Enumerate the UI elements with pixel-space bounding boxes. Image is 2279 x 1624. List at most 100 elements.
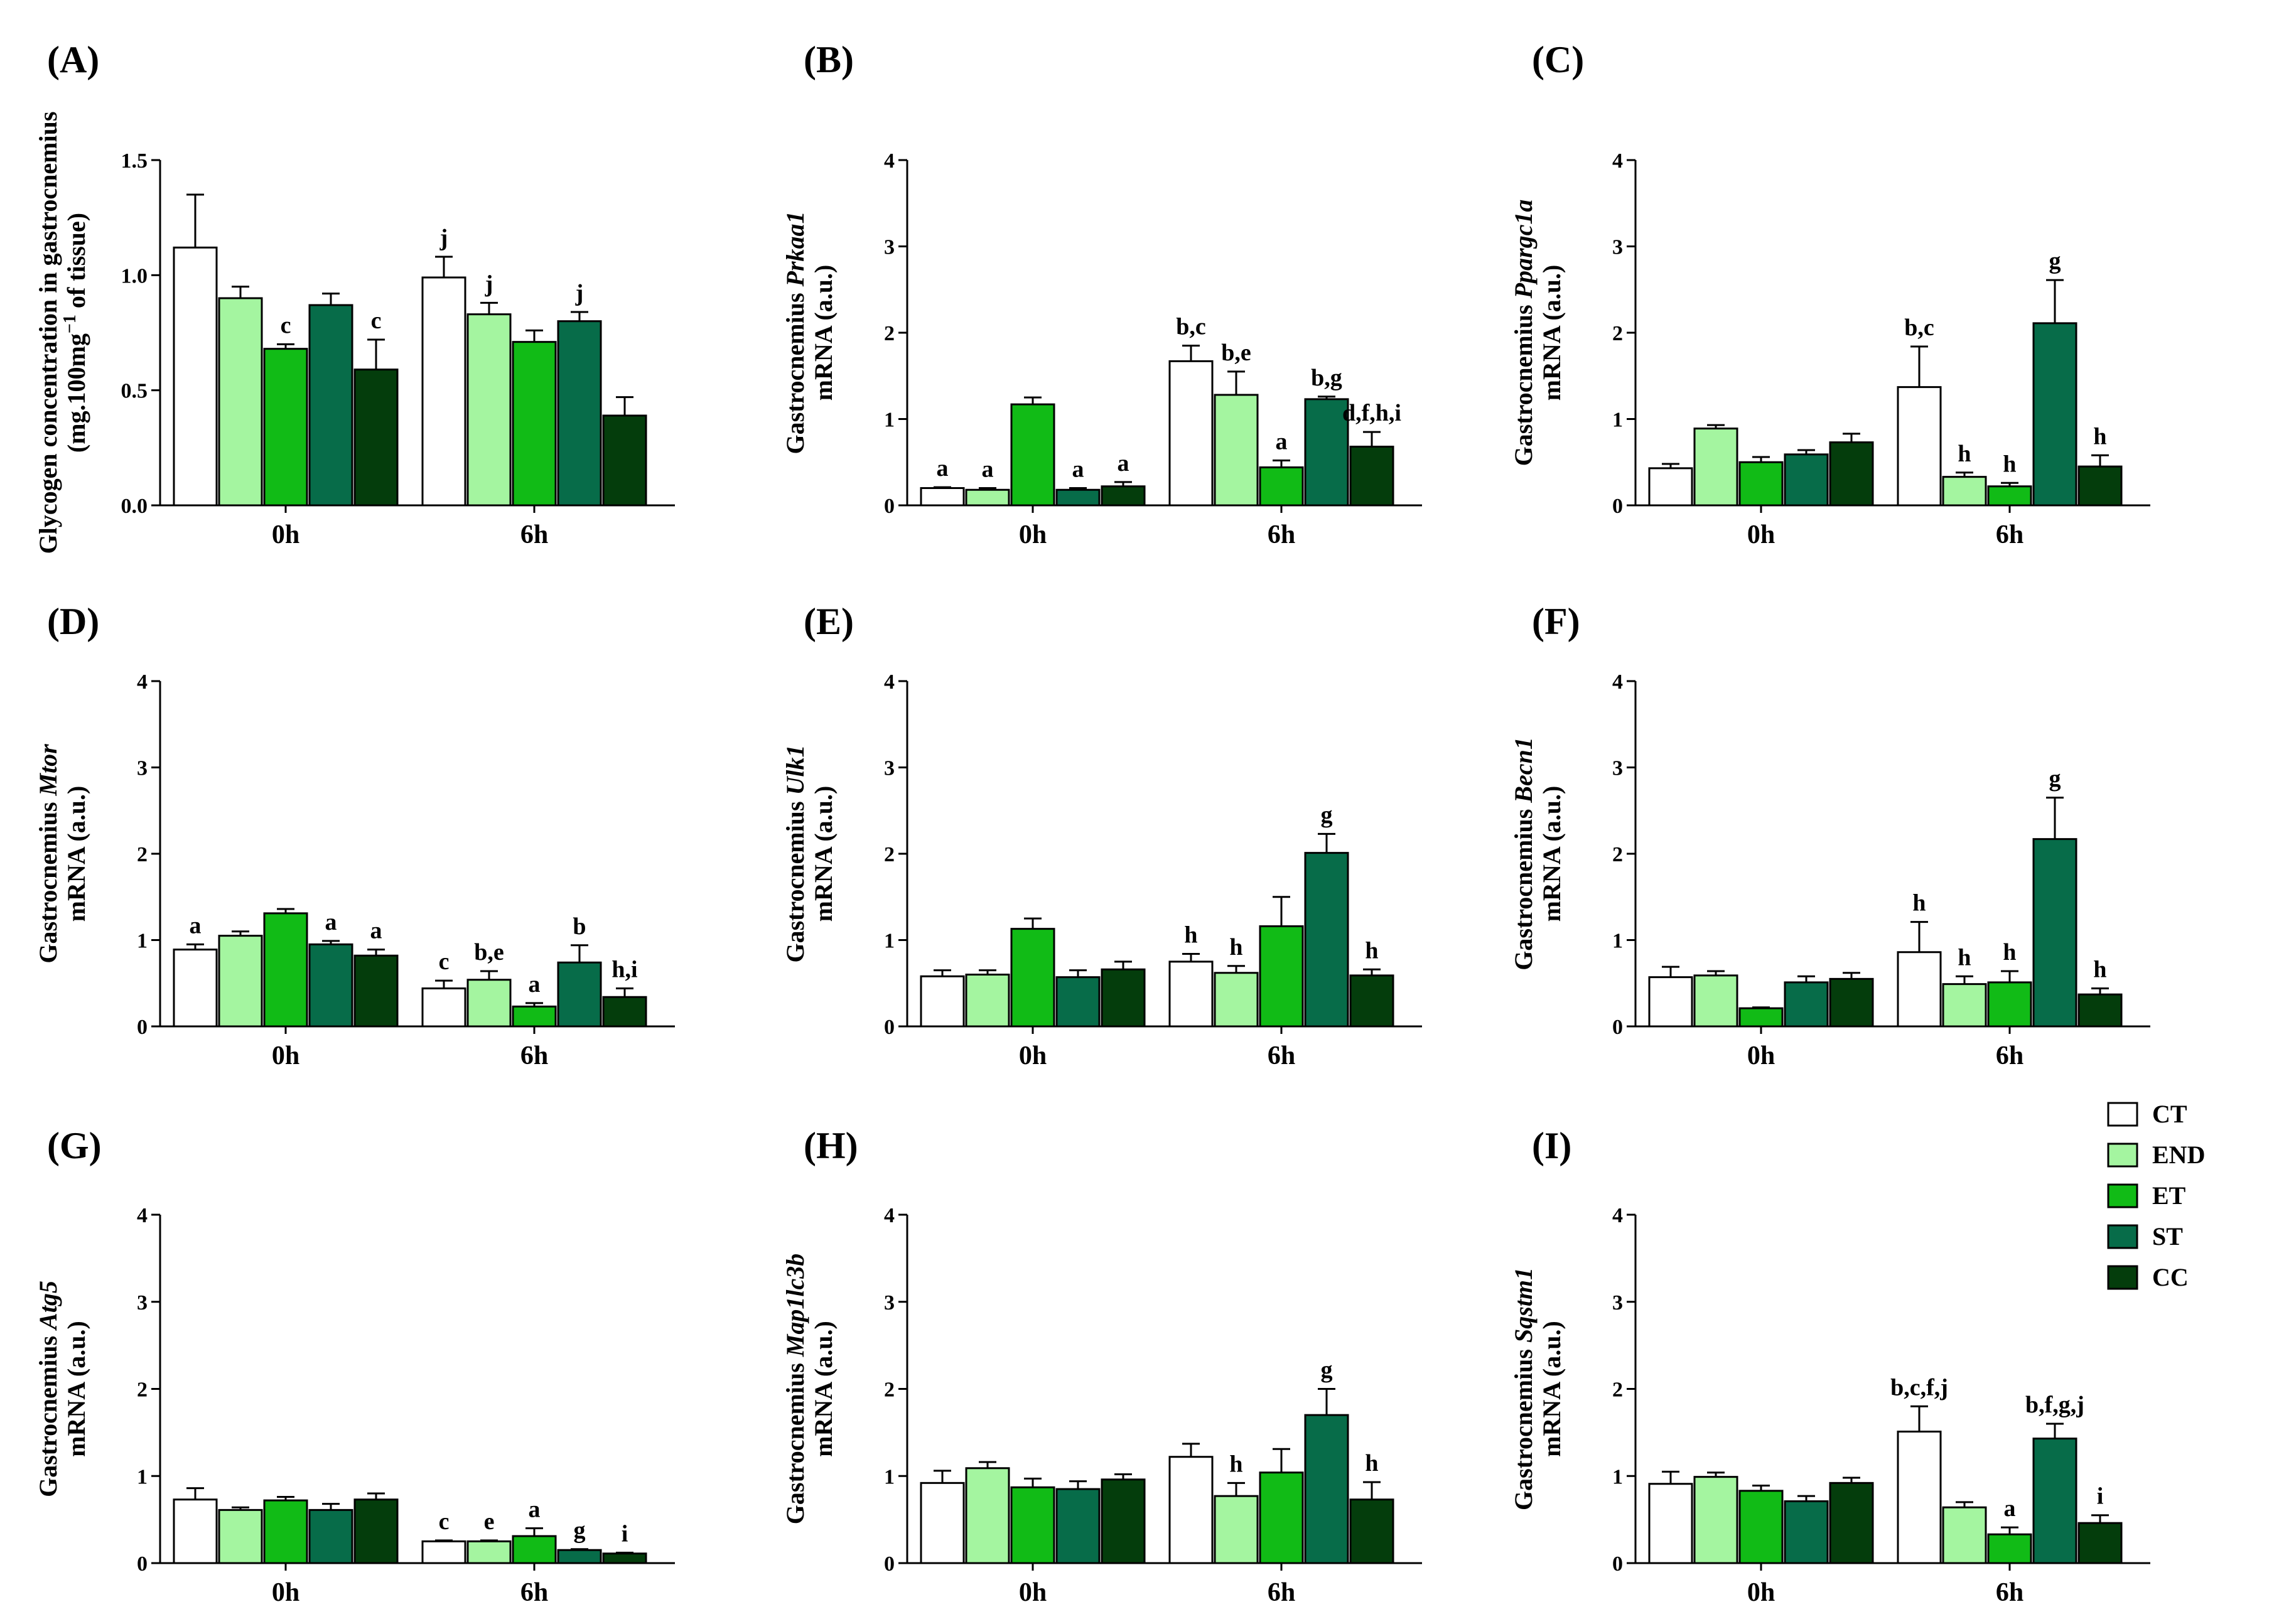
y-axis-label: Gastrocnemius Prkaa1	[781, 211, 809, 454]
y-tick-label: 3	[884, 757, 895, 780]
chart-panel-a: (A) Glycogen concentration in gastrocnemi…	[34, 39, 675, 554]
bar-et-6h	[1987, 1533, 2032, 1564]
y-tick-label: 2	[137, 1379, 148, 1402]
bar-cc-0h	[353, 954, 399, 1028]
significance-label: b,e	[1221, 340, 1251, 366]
y-axis-gene-name: Prkaa1	[781, 211, 809, 287]
bar-et-6h	[1259, 1471, 1304, 1564]
x-category-label: 0h	[1019, 520, 1047, 549]
x-category-label: 6h	[520, 1578, 548, 1607]
y-tick-label: 3	[884, 1291, 895, 1315]
bar-cc-6h	[602, 1552, 647, 1564]
legend-label-et: ET	[2152, 1181, 2186, 1210]
significance-label: h	[1184, 922, 1197, 949]
bar-ct-0h	[1648, 467, 1693, 507]
y-axis-label-units: mRNA (a.u.)	[809, 1321, 838, 1457]
y-tick-label: 1	[1612, 1465, 1623, 1488]
bar-st-6h	[2032, 1438, 2077, 1564]
significance-label: e	[484, 1508, 495, 1535]
significance-label: j	[575, 280, 584, 306]
bar-end-6h	[1942, 1506, 1987, 1564]
legend-swatch-et	[2107, 1183, 2138, 1208]
panel-letter: (A)	[47, 39, 99, 80]
panel-letter: (I)	[1532, 1125, 1571, 1166]
y-axis-gene-name: Sqstm1	[1509, 1267, 1538, 1343]
y-axis-gene-name: Ppargc1a	[1509, 200, 1538, 299]
x-category-label: 0h	[272, 520, 299, 549]
y-tick-label: 2	[884, 843, 895, 866]
x-category-label: 0h	[1747, 1041, 1775, 1070]
bar-st-6h	[1304, 398, 1349, 507]
x-category-label: 6h	[1996, 520, 2023, 549]
y-tick-label: 0	[884, 495, 895, 518]
y-tick-label: 0	[137, 1552, 148, 1576]
bar-et-6h	[1259, 466, 1304, 507]
significance-label: h	[2093, 957, 2106, 983]
y-tick-label: 2	[884, 1379, 895, 1402]
bar-ct-0h	[173, 949, 218, 1028]
y-axis-gene-name: Ulk1	[781, 745, 809, 795]
y-axis-label-text: Gastrocnemius	[1509, 803, 1538, 971]
y-tick-label: 1.0	[121, 264, 148, 288]
y-tick-label: 3	[137, 757, 148, 780]
y-axis-label-text: Gastrocnemius	[781, 1357, 809, 1524]
y-tick-label: 2	[137, 843, 148, 866]
y-axis-gene-name: Atg5	[34, 1281, 62, 1331]
significance-label: h,i	[612, 957, 637, 983]
panel-letter: (D)	[47, 601, 99, 642]
y-axis-label: Gastrocnemius Becn1	[1509, 737, 1538, 970]
significance-label: h	[1912, 890, 1926, 917]
bar-end-0h	[1693, 974, 1738, 1028]
legend-label-end: END	[2152, 1141, 2205, 1169]
y-axis-label: Gastrocnemius Map1lc3b	[781, 1254, 809, 1524]
bar-end-0h	[965, 1467, 1010, 1564]
y-axis-label-text: Gastrocnemius	[781, 795, 809, 962]
bar-end-6h	[466, 979, 512, 1028]
y-axis-label: Gastrocnemius Sqstm1	[1509, 1267, 1538, 1510]
legend: CT END ET ST CC	[2107, 1100, 2205, 1291]
bar-ct-6h	[1168, 1456, 1214, 1564]
bar-cc-0h	[353, 1498, 399, 1564]
bar-et-0h	[1010, 403, 1055, 507]
significance-label: a	[2004, 1495, 2016, 1522]
significance-label: c	[439, 1508, 450, 1535]
significance-label: b,c	[1176, 314, 1206, 340]
bar-cc-6h	[602, 414, 647, 507]
y-tick-label: 2	[1612, 322, 1623, 345]
bar-et-0h	[263, 912, 308, 1028]
bar-st-0h	[1784, 981, 1829, 1028]
panel-letter: (H)	[804, 1125, 858, 1166]
x-category-label: 6h	[1996, 1041, 2023, 1070]
bar-st-0h	[1784, 453, 1829, 507]
panel-letter: (B)	[804, 39, 854, 80]
bar-cc-0h	[1829, 977, 1874, 1028]
bar-ct-0h	[920, 487, 965, 507]
y-tick-label: 4	[1612, 1204, 1623, 1227]
significance-label: j	[485, 271, 493, 297]
bar-st-6h	[1304, 1414, 1349, 1564]
bar-et-6h	[512, 1535, 557, 1564]
y-tick-label: 2	[1612, 843, 1623, 866]
bar-cc-6h	[1349, 446, 1394, 507]
bar-st-6h	[557, 320, 602, 507]
bar-ct-6h	[1168, 360, 1214, 507]
significance-label: g	[2049, 766, 2061, 792]
y-axis-units-superscript: −1	[60, 315, 80, 333]
y-axis-label-units: mRNA (a.u.)	[1538, 1321, 1566, 1457]
bar-ct-6h	[1897, 951, 1942, 1028]
significance-label: d,f,h,i	[1342, 400, 1401, 426]
x-category-label: 0h	[272, 1041, 299, 1070]
bar-ct-0h	[920, 975, 965, 1028]
significance-label: a	[982, 456, 994, 483]
bar-et-0h	[1010, 1486, 1055, 1564]
legend-swatch-cc	[2107, 1265, 2138, 1290]
significance-label: i	[2097, 1483, 2104, 1510]
